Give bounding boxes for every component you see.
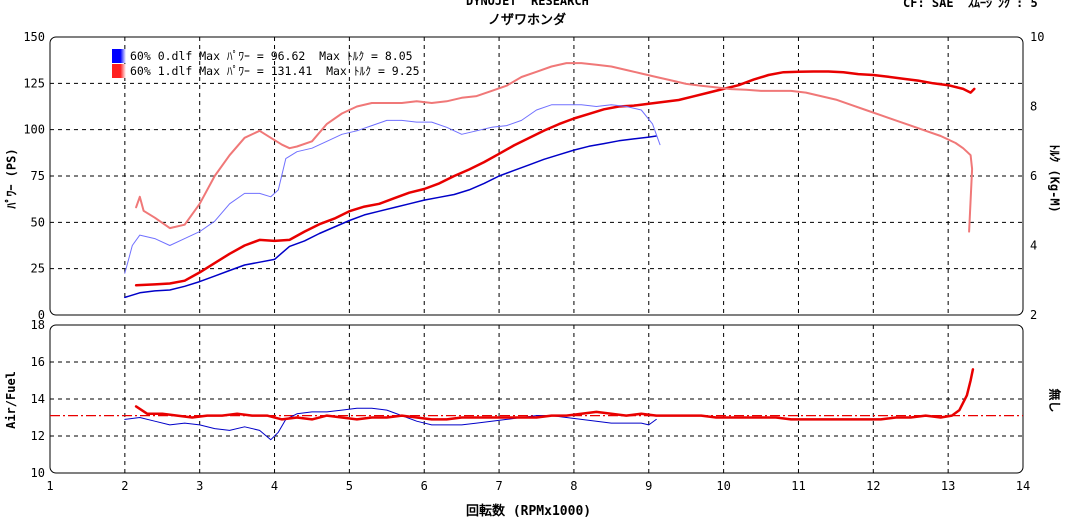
rpm-tick-label: 7 [495, 479, 502, 493]
rpm-tick-label: 13 [941, 479, 955, 493]
afr-tick-label: 18 [31, 318, 45, 332]
rpm-tick-label: 11 [791, 479, 805, 493]
rpm-tick-label: 10 [716, 479, 730, 493]
power-axis-ticks: 0 25 50 75 100 125 150 [23, 30, 45, 322]
power-tick-label: 25 [31, 262, 45, 276]
afr-axis-title: Air/Fuel [4, 371, 18, 429]
power-tick-label: 125 [23, 76, 45, 90]
afr-axis-ticks: 10 12 14 16 18 [31, 318, 45, 480]
legend-item-0: 60% 0.dlf Max ﾊﾟﾜｰ = 96.62 Max ﾄﾙｸ = 8.0… [112, 48, 420, 63]
rpm-tick-label: 6 [421, 479, 428, 493]
power-torque-series [124, 62, 976, 299]
rpm-tick-label: 4 [271, 479, 278, 493]
power-curve-0 [124, 135, 658, 299]
rpm-tick-label: 9 [645, 479, 652, 493]
power-tick-label: 100 [23, 123, 45, 137]
legend-swatch-1 [112, 63, 126, 78]
legend-text-0: 60% 0.dlf Max ﾊﾟﾜｰ = 96.62 Max ﾄﾙｸ = 8.0… [130, 48, 413, 63]
power-tick-label: 0 [38, 308, 45, 322]
torque-curve-2 [124, 104, 661, 274]
power-axis-title: ﾊﾟﾜｰ (PS) [4, 148, 19, 209]
rpm-axis-ticks: 1 2 3 4 5 6 7 8 9 10 11 12 13 14 [46, 479, 1030, 493]
torque-curve-3 [135, 62, 974, 233]
afr-tick-label: 10 [31, 466, 45, 480]
rpm-tick-label: 14 [1016, 479, 1030, 493]
rpm-tick-label: 5 [346, 479, 353, 493]
afr-curve-0 [124, 407, 657, 441]
rpm-axis-title: 回転数 (RPMx1000) [466, 504, 592, 519]
rpm-tick-label: 3 [196, 479, 203, 493]
legend-text-1: 60% 1.dlf Max ﾊﾟﾜｰ = 131.41 Max ﾄﾙｸ = 9.… [130, 63, 420, 78]
afr-grid [50, 325, 1023, 473]
afr-tick-label: 14 [31, 392, 45, 406]
power-curve-1 [134, 70, 976, 287]
rpm-tick-label: 8 [570, 479, 577, 493]
correction-info: CF: SAE ｽﾑｰｼﾞﾝｸﾞ: 5 [903, 0, 1038, 10]
torque-axis-title: ﾄﾙｸ (Kg-M) [1047, 144, 1062, 213]
legend: 60% 0.dlf Max ﾊﾟﾜｰ = 96.62 Max ﾄﾙｸ = 8.0… [112, 48, 420, 78]
power-tick-label: 150 [23, 30, 45, 44]
torque-tick-label: 10 [1030, 30, 1044, 44]
afr-series [124, 368, 975, 441]
torque-tick-label: 8 [1030, 100, 1037, 114]
power-tick-label: 75 [31, 169, 45, 183]
torque-axis-ticks: 2 4 6 8 10 [1030, 30, 1044, 322]
legend-item-1: 60% 1.dlf Max ﾊﾟﾜｰ = 131.41 Max ﾄﾙｸ = 9.… [112, 63, 420, 78]
torque-tick-label: 4 [1030, 239, 1037, 253]
power-grid [50, 37, 1023, 315]
dyno-brand: DYNOJET RESEARCH [466, 0, 589, 8]
rpm-tick-label: 12 [866, 479, 880, 493]
shop-name: ノザワホンダ [488, 13, 567, 28]
afr-right-title: 無し [1047, 388, 1062, 413]
rpm-tick-label: 2 [121, 479, 128, 493]
torque-tick-label: 6 [1030, 169, 1037, 183]
torque-tick-label: 2 [1030, 308, 1037, 322]
afr-tick-label: 16 [31, 355, 45, 369]
power-tick-label: 50 [31, 215, 45, 229]
rpm-tick-label: 1 [46, 479, 53, 493]
afr-curve-1 [134, 368, 975, 421]
afr-tick-label: 12 [31, 429, 45, 443]
legend-swatch-0 [112, 48, 126, 63]
